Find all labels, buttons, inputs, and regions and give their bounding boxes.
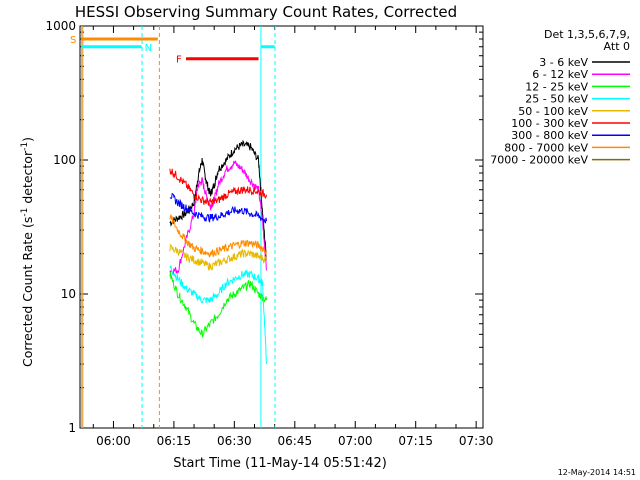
legend-label: 3 - 6 keV: [539, 56, 588, 69]
legend-label: 6 - 12 keV: [532, 68, 588, 81]
y-tick-label: 1: [68, 421, 76, 435]
annotation-bars: S N F: [70, 26, 276, 428]
x-tick-label: 07:30: [459, 434, 494, 448]
annotation-label: F: [176, 55, 182, 66]
plot-frame: [79, 25, 484, 429]
series-line: [169, 168, 268, 206]
series-line: [169, 214, 268, 258]
y-tick-label: 1000: [45, 19, 76, 33]
footer-timestamp: 12-May-2014 14:51: [558, 468, 636, 477]
legend-label: 50 - 100 keV: [518, 105, 588, 118]
y-tick-label: 10: [61, 287, 76, 301]
series-line: [169, 272, 268, 338]
legend-header-line2: Att 0: [604, 40, 630, 53]
x-tick-label: 07:00: [338, 434, 373, 448]
x-tick-label: 06:15: [157, 434, 192, 448]
y-axis-label-part2: detector: [20, 150, 35, 208]
y-tick-label: 100: [53, 153, 76, 167]
legend-label: 100 - 300 keV: [511, 117, 588, 130]
legend-label: 12 - 25 keV: [525, 80, 588, 93]
legend-label: 25 - 50 keV: [525, 93, 588, 106]
y-axis-label-sup1: -1: [20, 208, 30, 217]
legend-label: 300 - 800 keV: [511, 129, 588, 142]
y-axis-label-part1: Corrected Count Rate (s: [20, 217, 35, 367]
axis-ticks: 06:00 06:15 06:30 06:45 07:00 07:15 07:30 1 10 10…: [45, 19, 493, 448]
legend-header-line1: Det 1,3,5,6,7,9,: [544, 28, 630, 41]
x-tick-label: 07:15: [398, 434, 433, 448]
legend-label: 7000 - 20000 keV: [490, 154, 588, 167]
series-line: [169, 139, 268, 261]
series-line: [169, 264, 268, 365]
annotation-label: S: [70, 35, 76, 46]
x-tick-label: 06:45: [278, 434, 313, 448]
series-line: [169, 160, 268, 275]
series-line: [169, 192, 268, 224]
series-lines: [169, 139, 268, 365]
annotation-label: N: [145, 43, 152, 54]
x-tick-label: 06:30: [217, 434, 252, 448]
y-axis-label: Corrected Count Rate (s-1 detector-1): [20, 137, 35, 367]
legend-label: 800 - 7000 keV: [504, 141, 588, 154]
y-axis-label-part3: ): [20, 137, 35, 142]
x-tick-label: 06:00: [96, 434, 131, 448]
y-axis-label-sup2: -1: [20, 142, 30, 151]
chart-title: HESSI Observing Summary Count Rates, Cor…: [75, 3, 457, 21]
x-axis-label: Start Time (11-May-14 05:51:42): [173, 456, 387, 471]
series-line: [169, 243, 268, 271]
